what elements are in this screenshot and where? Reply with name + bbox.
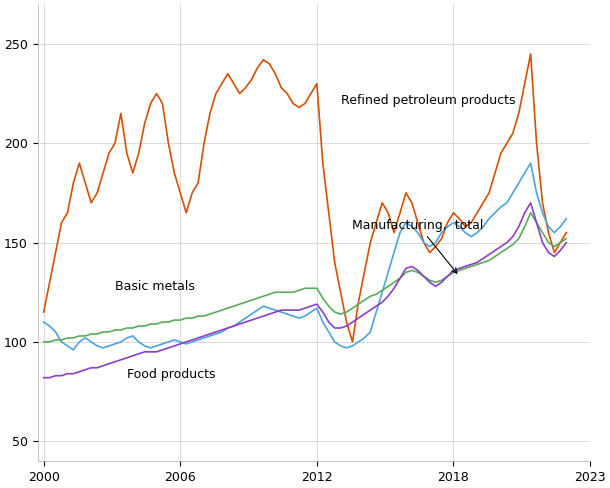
Text: Manufacturing,  total: Manufacturing, total <box>353 219 484 273</box>
Text: Refined petroleum products: Refined petroleum products <box>340 94 515 106</box>
Text: Food products: Food products <box>127 367 215 381</box>
Text: Basic metals: Basic metals <box>115 280 195 293</box>
